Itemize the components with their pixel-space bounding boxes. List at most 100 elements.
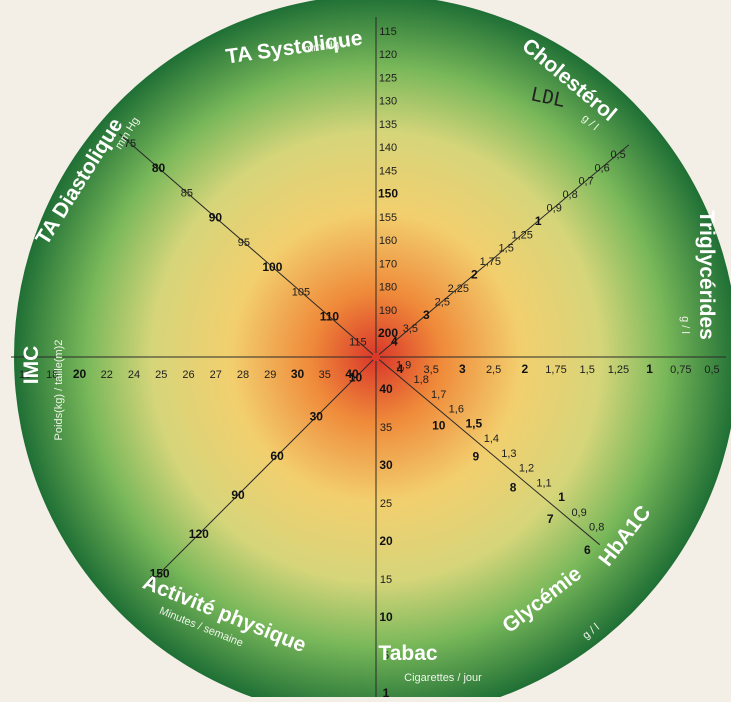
cholesterol-tick-label: 3,5: [403, 323, 418, 335]
activite-tick-label: 10: [349, 371, 363, 385]
imc-tick-label: 28: [237, 369, 249, 381]
glycemie-tick-label: 1,2: [519, 463, 534, 475]
ta_diastolique-tick-label: 75: [124, 138, 136, 150]
tabac-title: Tabac: [378, 642, 437, 665]
ta_systolique-unit: mm Hg: [303, 39, 340, 56]
tabac-tick-label: 20: [379, 534, 393, 548]
activite-tick-label: 90: [231, 488, 245, 502]
activite-tick-label: 120: [189, 527, 209, 541]
imc-title: IMC: [20, 346, 43, 385]
triglycerides-tick-label: 1,5: [580, 364, 595, 376]
imc-tick-label: 29: [264, 369, 276, 381]
ta_systolique-tick-label: 150: [378, 187, 398, 201]
ta_diastolique-tick-label: 80: [152, 161, 166, 175]
cholesterol-tick-label: 4: [391, 335, 398, 349]
tabac-tick-label: 15: [380, 574, 392, 586]
ta_systolique-tick-label: 125: [379, 73, 397, 85]
imc-tick-label: 27: [210, 369, 222, 381]
ta_systolique-tick-label: 115: [379, 26, 397, 38]
ta_systolique-tick-label: 145: [379, 165, 397, 177]
imc-unit: Poids(kg) / taille(m)2: [53, 340, 65, 441]
cholesterol-tick-label: 0,8: [562, 189, 577, 201]
ta_systolique-tick-label: 130: [379, 96, 397, 108]
cholesterol-axis-line: [378, 144, 630, 355]
glycemie-tick-label: 0,8: [589, 522, 604, 534]
imc-tick-label: 26: [182, 369, 194, 381]
activite-tick-label: 30: [310, 410, 324, 424]
tabac-tick-label: 35: [380, 422, 392, 434]
triglycerides-tick-label: 3: [459, 362, 466, 376]
triglycerides-tick-label: 1: [646, 362, 653, 376]
glycemie-tick-label: 1,5: [465, 416, 482, 430]
glycemie-tick-label: 1,8: [414, 374, 429, 386]
cholesterol-tick-label: 0,9: [547, 203, 562, 215]
cholesterol-tick-label: 1,5: [499, 243, 514, 255]
triglycerides-tick-label: 1,25: [608, 364, 629, 376]
ta_diastolique-tick-label: 100: [262, 260, 282, 274]
ta_systolique-tick-label: 170: [379, 258, 397, 270]
cholesterol-tick-label: 0,5: [610, 149, 625, 161]
cholesterol-tick-label: 2,25: [448, 283, 469, 295]
cholesterol-tick-label: 1: [535, 214, 542, 228]
triglycerides-tick-label: 2: [521, 362, 528, 376]
imc-tick-label: 40: [345, 367, 359, 381]
ta_diastolique-tick-label: 95: [238, 237, 250, 249]
glycemie-tick-label: 1,3: [501, 448, 516, 460]
cholesterol-tick-label: 3: [423, 308, 430, 322]
hba1c-tick-label: 10: [432, 418, 446, 432]
ta_systolique-tick-label: 155: [379, 212, 397, 224]
glycemie-axis-line: [378, 359, 601, 546]
activite-axis-line: [149, 359, 374, 584]
imc-tick-label: 30: [291, 367, 305, 381]
imc-tick-label: 18: [46, 369, 58, 381]
ta_diastolique-tick-label: 110: [320, 310, 340, 324]
triglycerides-tick-label: 1,75: [545, 364, 566, 376]
tabac-tick-label: 5: [383, 650, 389, 662]
tabac-tick-label: 30: [379, 458, 393, 472]
triglycerides-tick-label: 2,5: [486, 364, 501, 376]
cholesterol-tick-label: 1,25: [511, 229, 532, 241]
tabac-tick-label: 10: [379, 610, 393, 624]
ta_systolique-tick-label: 190: [379, 305, 397, 317]
triglycerides-tick-label: 4: [397, 362, 404, 376]
tabac-unit: Cigarettes / jour: [404, 672, 482, 684]
tabac-tick-label: 25: [380, 498, 392, 510]
ta_systolique-tick-label: 140: [379, 142, 397, 154]
cholesterol-tick-label: 0,7: [578, 176, 593, 188]
triglycerides-unit: g / l: [679, 316, 691, 334]
imc-tick-label: 35: [319, 369, 331, 381]
activite-tick-label: 60: [270, 449, 284, 463]
hba1c-tick-label: 9: [473, 450, 480, 464]
hba1c-tick-label: 7: [547, 512, 554, 526]
glycemie-tick-label: 1,4: [484, 433, 499, 445]
ta_diastolique-tick-label: 115: [349, 336, 367, 348]
imc-tick-label: 16: [19, 369, 31, 381]
activite-tick-label: 150: [150, 566, 170, 580]
hba1c-tick-label: 8: [510, 481, 517, 495]
glycemie-tick-label: 1,9: [396, 360, 411, 372]
axis-lines: [11, 17, 726, 702]
cholesterol-tick-label: 0,6: [594, 162, 609, 174]
wheel-disc: [14, 0, 731, 702]
glycemie-tick-label: 1: [558, 490, 565, 504]
glycemie-tick-label: 1,7: [431, 389, 446, 401]
glycemie-tick-label: 1,1: [536, 477, 551, 489]
ta_diastolique-tick-label: 85: [181, 188, 193, 200]
imc-tick-label: 20: [73, 367, 87, 381]
triglycerides-title: Triglycérides: [695, 210, 718, 340]
triglycerides-tick-label: 0,5: [704, 364, 719, 376]
ta_diastolique-axis-line: [119, 133, 374, 355]
ta_systolique-tick-label: 160: [379, 235, 397, 247]
imc-tick-label: 25: [155, 369, 167, 381]
ta_systolique-tick-label: 120: [379, 49, 397, 61]
cholesterol-tick-label: 1,75: [480, 256, 501, 268]
hba1c-tick-label: 6: [584, 543, 591, 557]
glycemie-tick-label: 1,6: [449, 404, 464, 416]
cholesterol-tick-label: 2: [471, 268, 478, 282]
imc-tick-label: 24: [128, 369, 140, 381]
tabac-tick-label: 40: [379, 382, 393, 396]
ta_systolique-tick-label: 200: [378, 326, 398, 340]
ta_diastolique-tick-label: 105: [292, 287, 310, 299]
